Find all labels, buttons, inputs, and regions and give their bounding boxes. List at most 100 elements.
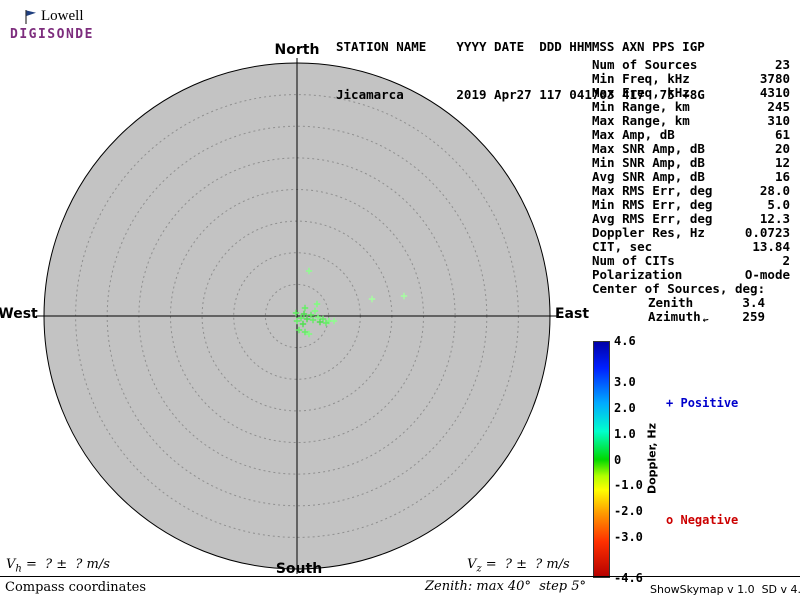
compass-coordinates-label: Compass coordinates — [5, 580, 146, 595]
lowell-digisonde-logo: Lowell DIGISONDE — [10, 8, 130, 42]
stat-label: Min Freq, kHz — [592, 71, 690, 86]
stat-row: Min SNR Amp, dB 12 — [592, 156, 790, 170]
stat-row: Max Range, km 310 — [592, 114, 790, 128]
stat-row: Zenith 3.4 — [592, 296, 790, 310]
logo-brand-text: Lowell — [41, 8, 84, 24]
colorbar-tick-label: -4.6 — [614, 571, 643, 585]
stat-row: Center of Sources, deg: — [592, 282, 790, 296]
source-point — [299, 320, 307, 328]
stat-value: O-mode — [744, 267, 790, 282]
stat-label: Polarization — [592, 267, 683, 282]
colorbar-tick-label: 4.6 — [614, 334, 636, 348]
stat-value: 5.0 — [767, 197, 790, 212]
source-point — [322, 319, 330, 327]
horizontal-velocity-label: Vh = ? ± ? m/s — [6, 557, 110, 575]
source-point — [300, 310, 308, 318]
stat-value: 28.0 — [759, 183, 790, 198]
stat-value: 16 — [774, 169, 790, 184]
source-point — [293, 317, 301, 325]
stat-row: Num of Sources 23 — [592, 58, 790, 72]
colorbar-tick-label: -1.0 — [614, 478, 643, 492]
compass-label-west: West — [0, 306, 38, 322]
stat-row: Max Freq, kHz 4310 — [592, 86, 790, 100]
source-point — [316, 318, 324, 326]
compass-label-south: South — [275, 561, 323, 577]
source-point — [313, 300, 321, 308]
vh-value: = ? ± ? m/s — [21, 557, 110, 572]
stat-label: Zenith — [648, 295, 694, 310]
stat-value: 61 — [774, 127, 790, 142]
vz-symbol: V — [467, 557, 477, 572]
source-point — [319, 315, 327, 323]
stat-row: Avg RMS Err, deg 12.3 — [592, 212, 790, 226]
stat-label: Max SNR Amp, dB — [592, 141, 705, 156]
vertical-velocity-label: Vz = ? ± ? m/s — [467, 557, 570, 575]
source-point — [295, 326, 303, 334]
stat-value: 245 — [767, 99, 790, 114]
stat-row: Max Amp, dB 61 — [592, 128, 790, 142]
vh-symbol: V — [6, 557, 16, 572]
header-line-labels: STATION NAME YYYY DATE DDD HHMMSS AXN PP… — [336, 39, 705, 54]
stat-label: Max Freq, kHz — [592, 85, 690, 100]
stat-label: Max Range, km — [592, 113, 690, 128]
stat-value: 310 — [767, 113, 790, 128]
stat-label: Min SNR Amp, dB — [592, 155, 705, 170]
stat-row: Max RMS Err, deg 28.0 — [592, 184, 790, 198]
footer-divider — [0, 576, 800, 577]
colorbar-tick-labels: 4.6 3.0 2.0 1.0 0 -1.0 -2.0 -3.0 -4.6 — [614, 0, 658, 600]
version-label: ShowSkymap v 1.0 SD v 4.2 — [650, 583, 800, 596]
source-point — [368, 295, 376, 303]
source-point — [314, 313, 322, 321]
stat-row: Max SNR Amp, dB 20 — [592, 142, 790, 156]
compass-label-north: North — [274, 42, 320, 58]
stat-row: Azimuth↑ 259 — [592, 310, 790, 326]
stat-label: Num of CITs — [592, 253, 675, 268]
colorbar-tick-label: 2.0 — [614, 401, 636, 415]
source-point — [330, 317, 338, 325]
colorbar-title: Doppler, Hz — [645, 422, 659, 495]
stat-label: Azimuth↑ — [648, 309, 712, 324]
stat-label: Min RMS Err, deg — [592, 197, 713, 212]
stat-row: Num of CITs 2 — [592, 254, 790, 268]
stat-value: 3.4 — [742, 295, 765, 310]
stat-row: Polarization O-mode — [592, 268, 790, 282]
stat-label: Num of Sources — [592, 57, 698, 72]
header-line-values: Jicamarca 2019 Apr27 117 041703 417 75 +… — [336, 87, 705, 102]
vz-value: = ? ± ? m/s — [481, 557, 570, 572]
stat-label: Center of Sources, deg: — [592, 281, 766, 296]
source-point — [305, 267, 313, 275]
colorbar-tick-label: 0 — [614, 453, 622, 467]
header: STATION NAME YYYY DATE DDD HHMMSS AXN PP… — [336, 7, 705, 135]
legend-positive-label: Positive — [680, 396, 739, 410]
logo-product-text: DIGISONDE — [10, 27, 94, 42]
colorbar-tick-label: 1.0 — [614, 427, 636, 441]
stat-value: 12.3 — [759, 211, 790, 226]
colorbar-tick-label: -3.0 — [614, 530, 643, 544]
source-point — [307, 311, 315, 319]
source-point — [301, 304, 309, 312]
stat-value: 12 — [774, 155, 790, 170]
axis-crosshair — [36, 58, 558, 574]
vh-subscript: h — [15, 563, 22, 575]
doppler-colorbar — [593, 341, 610, 578]
source-point — [297, 314, 305, 322]
source-point — [301, 328, 309, 336]
stat-value: 259 — [742, 309, 765, 324]
stat-value: 2 — [782, 253, 790, 268]
stats-panel: Num of Sources 23 Min Freq, kHz 3780 Max Fre… — [592, 58, 790, 326]
stat-row: CIT, sec 13.84 — [592, 240, 790, 254]
stat-label: Max Amp, dB — [592, 127, 675, 142]
source-points — [292, 267, 408, 338]
colorbar-tick-label: -2.0 — [614, 504, 643, 518]
stat-value: 13.84 — [752, 239, 790, 254]
source-point — [303, 315, 311, 323]
source-point — [311, 307, 319, 315]
stat-value: 0.0723 — [744, 225, 790, 240]
stat-label: Doppler Res, Hz — [592, 225, 705, 240]
compass-label-east: East — [554, 306, 590, 322]
stat-value: 4310 — [759, 85, 790, 100]
stat-label: Min Range, km — [592, 99, 690, 114]
legend-positive: + Positive — [666, 396, 738, 410]
